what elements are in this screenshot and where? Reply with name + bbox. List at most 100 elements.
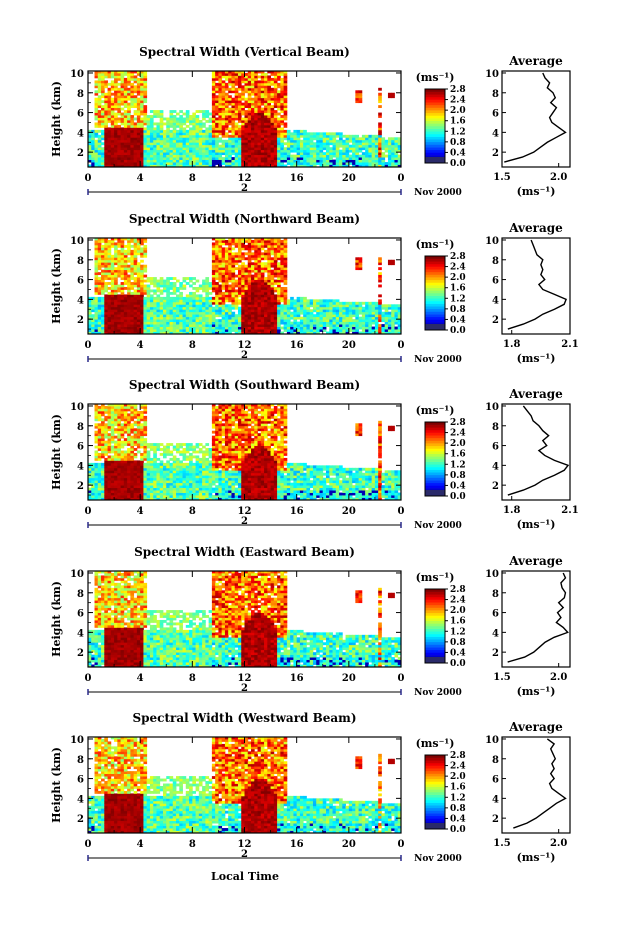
heatmap-cell — [130, 319, 135, 323]
heatmap-cell — [251, 244, 255, 248]
heatmap-cell — [244, 147, 249, 151]
heatmap-cell — [224, 284, 229, 288]
heatmap-cell — [136, 85, 141, 89]
average-y-tick-label: 10 — [485, 69, 499, 80]
heatmap-cell — [192, 316, 196, 320]
heatmap-cell — [384, 309, 389, 313]
heatmap-cell — [270, 127, 275, 131]
heatmap-cell — [97, 85, 102, 89]
heatmap-cell — [117, 238, 121, 241]
heatmap-cell — [394, 319, 399, 323]
heatmap-cell — [224, 85, 229, 89]
heatmap-cell — [241, 119, 245, 123]
heatmap-cell — [202, 326, 206, 330]
heatmap-cell — [166, 142, 170, 146]
heatmap-cell — [169, 314, 174, 318]
heatmap-cell — [153, 301, 157, 305]
heatmap-cell — [270, 284, 275, 288]
heatmap-cell — [215, 267, 219, 271]
heatmap-cell — [339, 164, 343, 167]
heatmap-cell — [195, 157, 200, 160]
heatmap-cell — [251, 147, 255, 151]
heatmap-cell — [127, 117, 131, 121]
heatmap-cell — [257, 257, 262, 261]
heatmap-cell — [251, 321, 255, 325]
heatmap-cell — [394, 162, 399, 165]
heatmap-cell — [391, 162, 395, 165]
heatmap-cell — [290, 311, 294, 315]
heatmap-cell — [270, 269, 275, 273]
heatmap-cell — [169, 117, 174, 121]
heatmap-cell — [133, 85, 138, 89]
heatmap-cell — [361, 162, 366, 165]
heatmap-cell — [166, 319, 170, 323]
heatmap-cell — [110, 239, 115, 243]
heatmap-cell — [179, 154, 183, 158]
heatmap-cell — [97, 137, 102, 141]
heatmap-cell — [179, 301, 183, 305]
heatmap-cell — [136, 72, 141, 76]
heatmap-cell — [221, 105, 226, 109]
heatmap-cell — [153, 162, 157, 165]
heatmap-cell — [130, 144, 135, 148]
heatmap-cell — [140, 284, 144, 288]
heatmap-cell — [251, 102, 255, 106]
heatmap-cell — [221, 159, 226, 163]
heatmap-cell — [88, 311, 92, 315]
heatmap-cell — [211, 117, 216, 121]
heatmap-cell — [162, 306, 167, 310]
heatmap-cell — [270, 311, 275, 315]
heatmap-cell — [94, 132, 99, 136]
heatmap-cell — [221, 257, 226, 261]
heatmap-cell — [237, 117, 242, 121]
heatmap-cell — [94, 311, 99, 315]
heatmap-cell — [260, 252, 265, 256]
heatmap-cell — [237, 112, 242, 116]
heatmap-cell — [332, 299, 337, 303]
heatmap-cell — [247, 289, 252, 293]
heatmap-cell — [88, 477, 92, 481]
heatmap-cell — [283, 282, 288, 285]
heatmap-cell — [143, 77, 148, 81]
heatmap-cell — [270, 162, 275, 165]
heatmap-cell — [91, 301, 95, 305]
heatmap-cell — [306, 157, 311, 160]
heatmap-cell — [156, 286, 161, 290]
heatmap-cell — [130, 306, 135, 310]
heatmap-cell — [251, 164, 255, 167]
heatmap-cell — [153, 284, 157, 288]
heatmap-cell — [215, 129, 219, 133]
heatmap-cell — [273, 142, 278, 146]
heatmap-cell — [247, 97, 252, 101]
heatmap-cell — [254, 242, 258, 246]
heatmap-cell — [156, 164, 161, 167]
heatmap-cell — [231, 296, 236, 300]
heatmap-cell — [182, 152, 187, 156]
heatmap-cell — [143, 152, 148, 156]
heatmap-cell — [176, 152, 180, 156]
heatmap-cell — [107, 102, 112, 106]
heatmap-cell — [322, 139, 327, 143]
heatmap-cell — [358, 321, 363, 325]
heatmap-cell — [270, 242, 275, 246]
heatmap-cell — [277, 95, 281, 99]
heatmap-cell — [257, 119, 262, 123]
heatmap-cell — [218, 152, 223, 156]
heatmap-cell — [326, 319, 330, 323]
heatmap-cell — [273, 137, 278, 141]
heatmap-cell — [391, 95, 395, 99]
heatmap-cell — [264, 319, 268, 323]
heatmap-cell — [378, 324, 382, 327]
heatmap-cell — [182, 149, 187, 153]
heatmap-cell — [136, 149, 141, 153]
heatmap-cell — [397, 311, 401, 315]
heatmap-cell — [312, 149, 317, 153]
heatmap-cell — [136, 82, 141, 86]
heatmap-cell — [97, 259, 102, 263]
heatmap-cell — [339, 134, 343, 138]
heatmap-cell — [267, 82, 271, 86]
heatmap-cell — [172, 119, 177, 123]
heatmap-cell — [378, 144, 382, 148]
heatmap-cell — [241, 157, 245, 160]
heatmap-cell — [254, 162, 258, 165]
